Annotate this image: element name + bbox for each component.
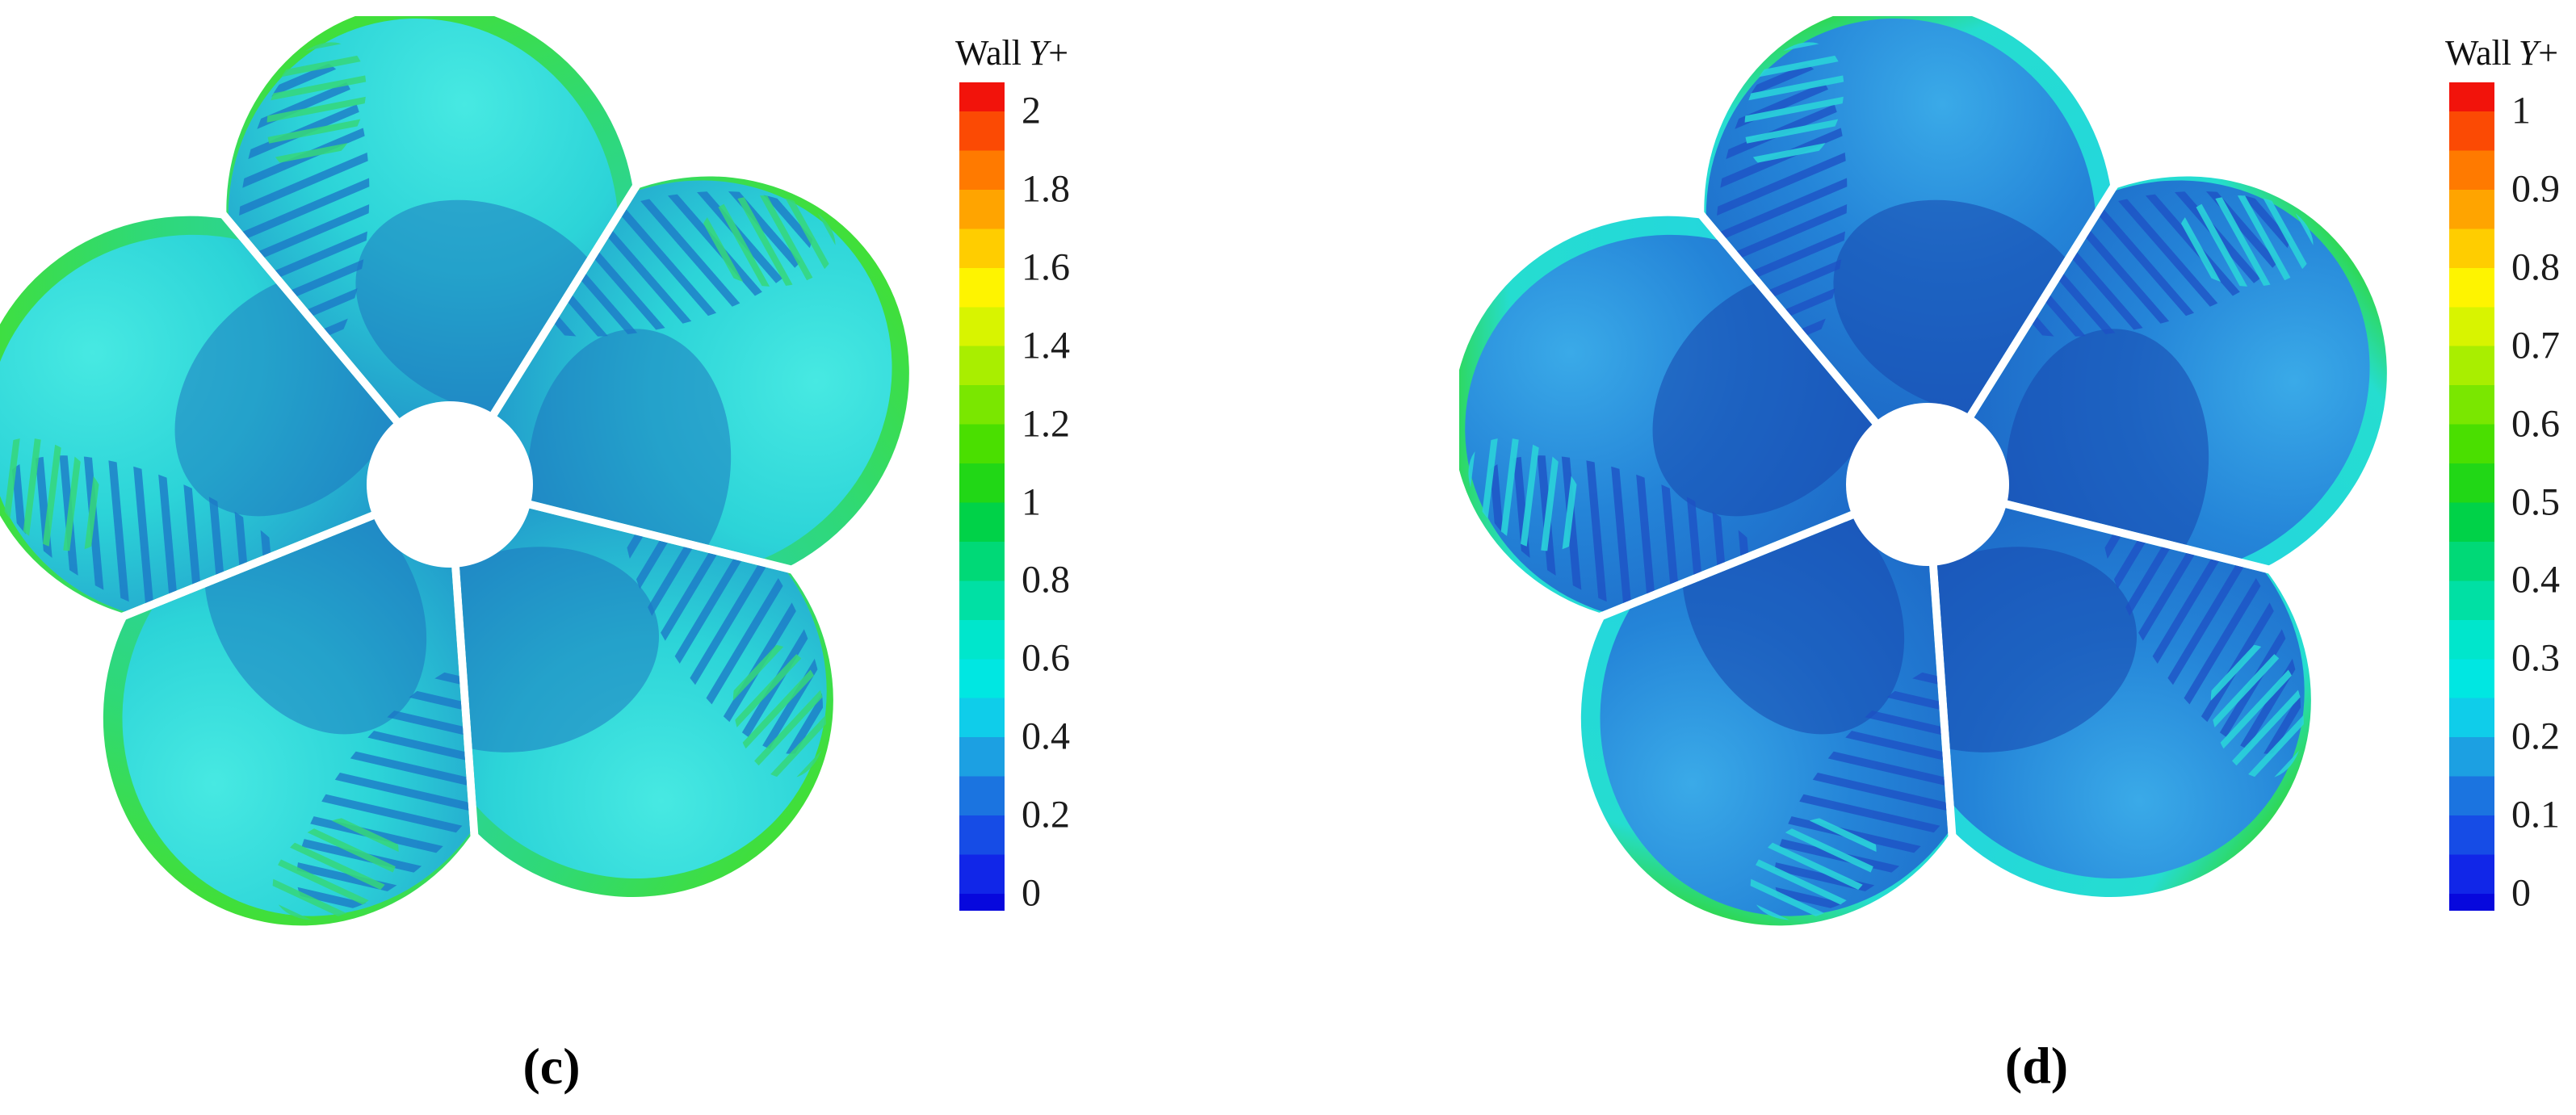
propeller-contour-panel-d [1459, 16, 2396, 953]
colorbar-tick-label: 0.7 [2511, 324, 2560, 367]
colorbar-tick-label: 2 [1022, 89, 1041, 132]
colorbar-tick-label: 0 [1022, 871, 1041, 915]
colorbar-tick-label: 0.8 [1022, 558, 1070, 602]
colorbar-title-symbol: Y [2518, 33, 2539, 73]
colorbar-tick-label: 1 [2511, 89, 2531, 132]
colorbar-tick-label: 0.6 [1022, 636, 1070, 680]
colorbar-tick-label: 0 [2511, 871, 2531, 915]
colorbar-tick-label: 0.2 [1022, 793, 1070, 836]
colorbar-title-suffix: + [2538, 33, 2559, 73]
colorbar-tick-label: 0.9 [2511, 167, 2560, 211]
colorbar-tick-label: 0.3 [2511, 636, 2560, 680]
colorbar-panel-d: Wall Y+ 1 0.9 0.8 0.7 0.6 0.5 0.4 0.3 0.2 0.1 0 [2445, 33, 2560, 914]
colorbar-tick-label: 0.8 [2511, 245, 2560, 289]
colorbar-tick-label: 0.5 [2511, 480, 2560, 523]
colorbar-tick-label: 0.6 [2511, 401, 2560, 445]
colorbar-title-symbol: Y [1028, 33, 1049, 73]
colorbar-tick-label: 0.4 [2511, 558, 2560, 602]
colorbar-tick-label: 1.8 [1022, 167, 1070, 211]
colorbar-tick-labels: 2 1.8 1.6 1.4 1.2 1 0.8 0.6 0.4 0.2 0 [959, 82, 1070, 914]
colorbar-tick-label: 1.6 [1022, 245, 1070, 289]
colorbar-gradient [2449, 82, 2494, 911]
colorbar-title: Wall Y+ [955, 32, 1068, 73]
colorbar-title: Wall Y+ [2445, 32, 2558, 73]
colorbar-tick-label: 1.4 [1022, 324, 1070, 367]
colorbar-title-suffix: + [1048, 33, 1069, 73]
colorbar-tick-label: 1.2 [1022, 401, 1070, 445]
colorbar-tick-label: 0.4 [1022, 715, 1070, 758]
caption-panel-c: (c) [522, 1037, 581, 1095]
colorbar-panel-c: Wall Y+ 2 1.8 1.6 1.4 1.2 1 0.8 0.6 0.4 0.2 0 [955, 33, 1070, 914]
colorbar-tick-label: 0.2 [2511, 715, 2560, 758]
colorbar-tick-label: 1 [1022, 480, 1041, 523]
propeller-contour-panel-c [0, 16, 918, 953]
propeller-hub [367, 401, 533, 568]
colorbar-title-text: Wall [955, 33, 1022, 73]
colorbar-gradient [959, 82, 1005, 911]
caption-panel-d: (d) [2004, 1037, 2069, 1094]
colorbar-tick-label: 0.1 [2511, 793, 2560, 836]
colorbar-tick-labels: 1 0.9 0.8 0.7 0.6 0.5 0.4 0.3 0.2 0.1 0 [2449, 82, 2560, 914]
propeller-hub [1846, 403, 2009, 566]
colorbar-title-text: Wall [2445, 33, 2511, 73]
